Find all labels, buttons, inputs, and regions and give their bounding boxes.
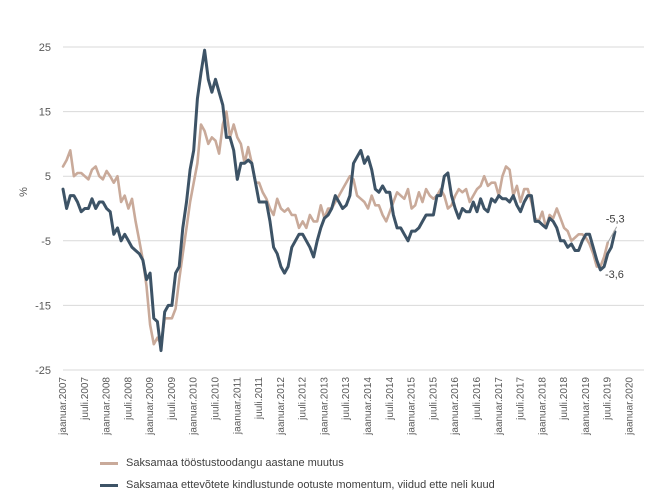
x-tick-label: jaanuar.2017: [494, 377, 505, 436]
x-tick-label: juuli.2019: [603, 377, 614, 421]
y-axis-tick-labels: 25 15 5 -5 -15 -25: [35, 42, 51, 377]
x-tick-label: juuli.2018: [559, 377, 570, 421]
x-tick-label: juuli.2017: [516, 377, 527, 421]
x-tick-label: juuli.2014: [385, 377, 396, 421]
x-tick-label: juuli.2007: [80, 377, 91, 421]
series-line-business-expectations: [61, 48, 617, 353]
legend-label-business-expectations: Saksamaa ettevõtete kindlustunde ootuste…: [126, 479, 495, 491]
y-axis-label: %: [18, 187, 30, 197]
y-tick-label: 25: [39, 42, 51, 54]
x-tick-label: jaanuar.2019: [581, 377, 592, 436]
x-tick-label: jaanuar.2012: [276, 377, 287, 436]
legend-item-business-expectations: Saksamaa ettevõtete kindlustunde ootuste…: [100, 474, 495, 496]
y-tick-label: 15: [39, 107, 51, 119]
legend-swatch-business-expectations: [100, 483, 118, 487]
x-tick-label: jaanuar.2016: [450, 377, 461, 436]
x-tick-label: jaanuar.2008: [102, 377, 113, 436]
x-tick-label: juuli.2013: [341, 377, 352, 421]
end-label-business-expectations: -3,6: [605, 269, 624, 281]
legend-swatch-industrial-production: [100, 461, 118, 465]
x-axis-tick-labels: jaanuar.2007 juuli.2007 jaanuar.2008 juuli.…: [58, 377, 635, 436]
legend-label-industrial-production: Saksamaa tööstustoodangu aastane muutus: [126, 457, 344, 469]
series-line-industrial-production: [61, 110, 609, 346]
x-tick-label: jaanuar.2013: [319, 377, 330, 436]
x-tick-label: jaanuar.2009: [145, 377, 156, 436]
legend-item-industrial-production: Saksamaa tööstustoodangu aastane muutus: [100, 452, 495, 474]
end-label-leader: [607, 226, 618, 243]
x-tick-label: juuli.2016: [472, 377, 483, 421]
end-annotations: -5,3 -3,6: [605, 214, 625, 281]
y-tick-label: -5: [41, 236, 51, 248]
x-tick-label: juuli.2008: [123, 377, 134, 421]
x-tick-label: juuli.2009: [167, 377, 178, 421]
x-tick-label: jaanuar.2014: [363, 377, 374, 436]
x-tick-label: juuli.2015: [428, 377, 439, 421]
end-label-industrial-production: -5,3: [606, 214, 625, 226]
x-tick-label: juuli.2010: [211, 377, 222, 421]
x-tick-label: jaanuar.2007: [58, 377, 69, 436]
x-tick-label: juuli.2011: [254, 377, 265, 421]
x-tick-label: jaanuar.2020: [624, 377, 635, 436]
x-tick-label: jaanuar.2015: [407, 377, 418, 436]
legend: Saksamaa tööstustoodangu aastane muutus …: [100, 452, 495, 496]
y-tick-label: 5: [45, 171, 51, 183]
x-tick-label: jaanuar.2011: [232, 377, 243, 436]
y-tick-label: -25: [35, 365, 51, 377]
x-tick-label: juuli.2012: [298, 377, 309, 421]
x-tick-label: jaanuar.2010: [189, 377, 200, 436]
y-tick-label: -15: [35, 300, 51, 312]
x-tick-label: jaanuar.2018: [537, 377, 548, 436]
series-lines: [61, 48, 617, 353]
